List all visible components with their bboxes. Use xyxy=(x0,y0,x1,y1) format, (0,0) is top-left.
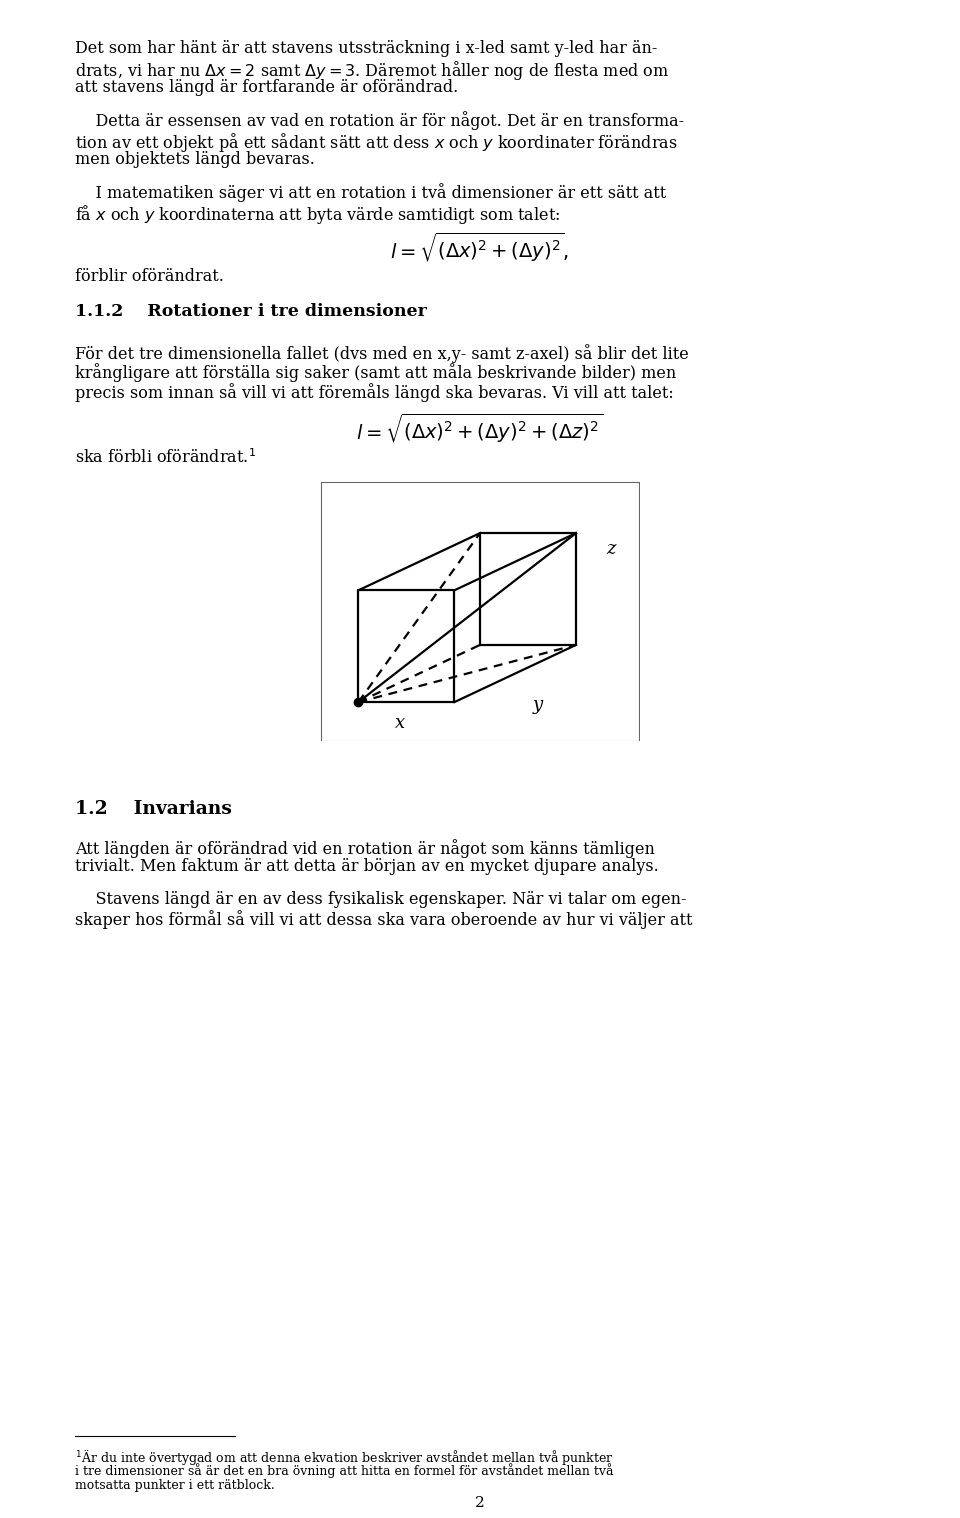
Text: $^1$Är du inte övertygad om att denna ekvation beskriver avståndet mellan två pu: $^1$Är du inte övertygad om att denna ek… xyxy=(75,1448,613,1466)
Text: Det som har hänt är att stavens utssträckning i x-led samt y-led har än-: Det som har hänt är att stavens utssträc… xyxy=(75,39,658,58)
Text: få $x$ och $y$ koordinaterna att byta värde samtidigt som talet:: få $x$ och $y$ koordinaterna att byta vä… xyxy=(75,202,561,226)
Text: skaper hos förmål så vill vi att dessa ska vara oberoende av hur vi väljer att: skaper hos förmål så vill vi att dessa s… xyxy=(75,911,692,929)
Text: krångligare att förställa sig saker (samt att måla beskrivande bilder) men: krångligare att förställa sig saker (sam… xyxy=(75,363,676,383)
Text: z: z xyxy=(607,540,616,559)
Text: drats, vi har nu $\Delta x = 2$ samt $\Delta y = 3$. Däremot håller nog de flest: drats, vi har nu $\Delta x = 2$ samt $\D… xyxy=(75,59,669,82)
Text: $l = \sqrt{(\Delta x)^2 + (\Delta y)^2 + (\Delta z)^2}$: $l = \sqrt{(\Delta x)^2 + (\Delta y)^2 +… xyxy=(356,411,604,445)
Text: men objektets längd bevaras.: men objektets längd bevaras. xyxy=(75,150,315,167)
Text: För det tre dimensionella fallet (dvs med en x,y- samt z-axel) så blir det lite: För det tre dimensionella fallet (dvs me… xyxy=(75,343,688,363)
Text: förblir oförändrat.: förblir oförändrat. xyxy=(75,269,224,285)
Text: i tre dimensioner så är det en bra övning att hitta en formel för avståndet mell: i tre dimensioner så är det en bra övnin… xyxy=(75,1463,613,1479)
Text: Detta är essensen av vad en rotation är för något. Det är en transforma-: Detta är essensen av vad en rotation är … xyxy=(75,111,684,131)
Text: x: x xyxy=(395,713,405,732)
Text: tion av ett objekt på ett sådant sätt att dess $x$ och $y$ koordinater förändras: tion av ett objekt på ett sådant sätt at… xyxy=(75,131,678,153)
Text: 2: 2 xyxy=(475,1497,485,1510)
Text: I matematiken säger vi att en rotation i två dimensioner är ett sätt att: I matematiken säger vi att en rotation i… xyxy=(75,184,666,202)
Text: 1.1.2    Rotationer i tre dimensioner: 1.1.2 Rotationer i tre dimensioner xyxy=(75,304,427,320)
Text: att stavens längd är fortfarande är oförändrad.: att stavens längd är fortfarande är oför… xyxy=(75,79,458,96)
Text: Stavens längd är en av dess fysikalisk egenskaper. När vi talar om egen-: Stavens längd är en av dess fysikalisk e… xyxy=(75,891,686,908)
Text: motsatta punkter i ett rätblock.: motsatta punkter i ett rätblock. xyxy=(75,1479,275,1492)
Text: ska förbli oförändrat.$^1$: ska förbli oförändrat.$^1$ xyxy=(75,449,256,468)
Text: $l = \sqrt{(\Delta x)^2 + (\Delta y)^2},$: $l = \sqrt{(\Delta x)^2 + (\Delta y)^2},… xyxy=(391,231,569,264)
Text: y: y xyxy=(533,695,542,713)
Text: trivialt. Men faktum är att detta är början av en mycket djupare analys.: trivialt. Men faktum är att detta är bör… xyxy=(75,858,659,874)
Text: precis som innan så vill vi att föremåls längd ska bevaras. Vi vill att talet:: precis som innan så vill vi att föremåls… xyxy=(75,383,674,402)
Text: Att längden är oförändrad vid en rotation är något som känns tämligen: Att längden är oförändrad vid en rotatio… xyxy=(75,838,655,858)
Text: 1.2    Invarians: 1.2 Invarians xyxy=(75,800,232,818)
